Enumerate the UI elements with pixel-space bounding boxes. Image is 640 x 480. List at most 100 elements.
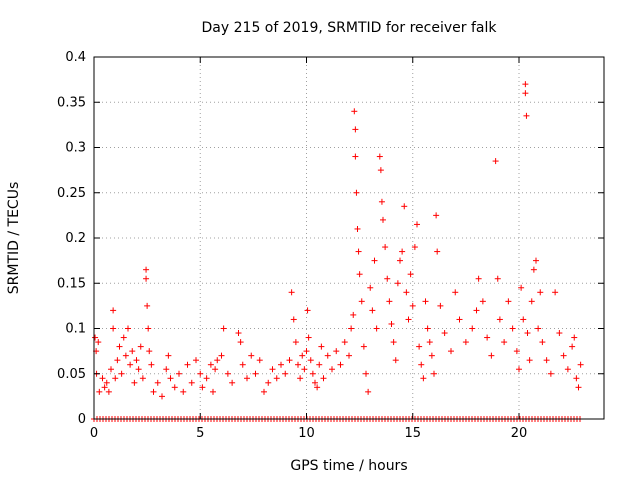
data-point: [199, 384, 206, 391]
data-point: [256, 357, 263, 364]
data-point: [290, 316, 297, 323]
data-point: [273, 375, 280, 382]
data-point: [462, 339, 469, 346]
data-point: [212, 366, 219, 373]
data-point: [469, 325, 476, 332]
data-point: [560, 352, 567, 359]
y-axis-title: SRMTID / TECUs: [6, 182, 22, 295]
data-point: [127, 361, 134, 368]
y-tick-label: 0.25: [57, 186, 86, 201]
data-point: [176, 370, 182, 377]
x-axis-title: GPS time / hours: [290, 458, 407, 474]
data-point: [441, 330, 448, 337]
data-point: [288, 289, 295, 296]
data-point: [516, 366, 522, 373]
data-point: [265, 379, 272, 386]
y-tick-label: 0.05: [57, 367, 86, 382]
data-point: [167, 375, 174, 382]
data-point: [318, 343, 325, 350]
data-point: [239, 361, 246, 368]
x-tick-label: 10: [298, 426, 315, 441]
data-point: [407, 271, 414, 278]
data-point: [411, 244, 418, 251]
data-point: [112, 375, 119, 382]
data-point: [416, 343, 423, 350]
x-tick-label: 15: [404, 426, 421, 441]
data-point: [571, 334, 578, 341]
data-point: [122, 352, 129, 359]
data-point: [523, 112, 530, 119]
data-point: [218, 352, 225, 359]
data-point: [269, 366, 276, 373]
data-point: [297, 375, 304, 382]
data-point: [371, 257, 378, 264]
data-point: [360, 343, 367, 350]
data-point: [526, 357, 533, 364]
data-point: [304, 307, 311, 314]
data-point: [348, 325, 355, 332]
y-tick-label: 0.2: [65, 231, 86, 246]
data-point: [424, 325, 431, 332]
data-point: [556, 330, 563, 337]
x-tick-label: 20: [511, 426, 528, 441]
data-point: [159, 393, 165, 400]
data-point: [564, 366, 571, 373]
data-point: [350, 311, 357, 318]
data-point: [358, 298, 365, 305]
data-point: [384, 275, 391, 282]
data-point: [382, 244, 389, 251]
data-point: [210, 388, 216, 395]
y-tick-label: 0.15: [57, 276, 86, 291]
data-point: [309, 370, 316, 377]
data-point: [431, 370, 437, 377]
data-point: [101, 384, 108, 391]
data-point: [278, 361, 284, 368]
data-point: [428, 352, 435, 359]
data-point: [509, 325, 516, 332]
data-point: [129, 348, 136, 355]
y-tick-label: 0.3: [65, 141, 86, 156]
data-point: [492, 158, 499, 165]
data-point: [341, 339, 348, 346]
data-point: [401, 203, 408, 210]
data-point: [437, 302, 444, 309]
data-point: [133, 357, 140, 364]
data-point: [324, 352, 331, 359]
data-point: [197, 370, 204, 377]
data-point: [356, 271, 363, 278]
data-point: [394, 280, 401, 287]
data-point: [224, 370, 231, 377]
data-point: [369, 307, 376, 314]
data-point: [165, 352, 172, 359]
data-point: [456, 316, 463, 323]
y-tick-label: 0.35: [57, 95, 86, 110]
data-point: [143, 275, 150, 282]
data-point: [409, 302, 416, 309]
x-tick-label: 0: [90, 426, 98, 441]
data-point: [484, 334, 491, 341]
data-point: [352, 126, 359, 133]
data-point: [405, 316, 412, 323]
data-point: [518, 284, 525, 291]
data-point: [403, 289, 410, 296]
y-tick-label: 0.1: [65, 322, 86, 337]
data-point: [494, 275, 501, 282]
data-point: [303, 348, 310, 355]
data-point: [131, 379, 138, 386]
data-point: [376, 153, 383, 160]
data-point: [333, 348, 340, 355]
data-point: [351, 108, 358, 115]
data-point: [299, 352, 306, 359]
data-point: [513, 348, 520, 355]
data-point: [539, 339, 546, 346]
data-point: [397, 257, 403, 264]
data-point: [301, 366, 308, 373]
data-point: [163, 366, 170, 373]
y-tick-label: 0: [78, 412, 86, 427]
data-point: [110, 325, 117, 332]
data-point: [110, 307, 117, 314]
data-point: [473, 307, 480, 314]
data-point: [522, 90, 529, 97]
data-point: [118, 370, 125, 377]
